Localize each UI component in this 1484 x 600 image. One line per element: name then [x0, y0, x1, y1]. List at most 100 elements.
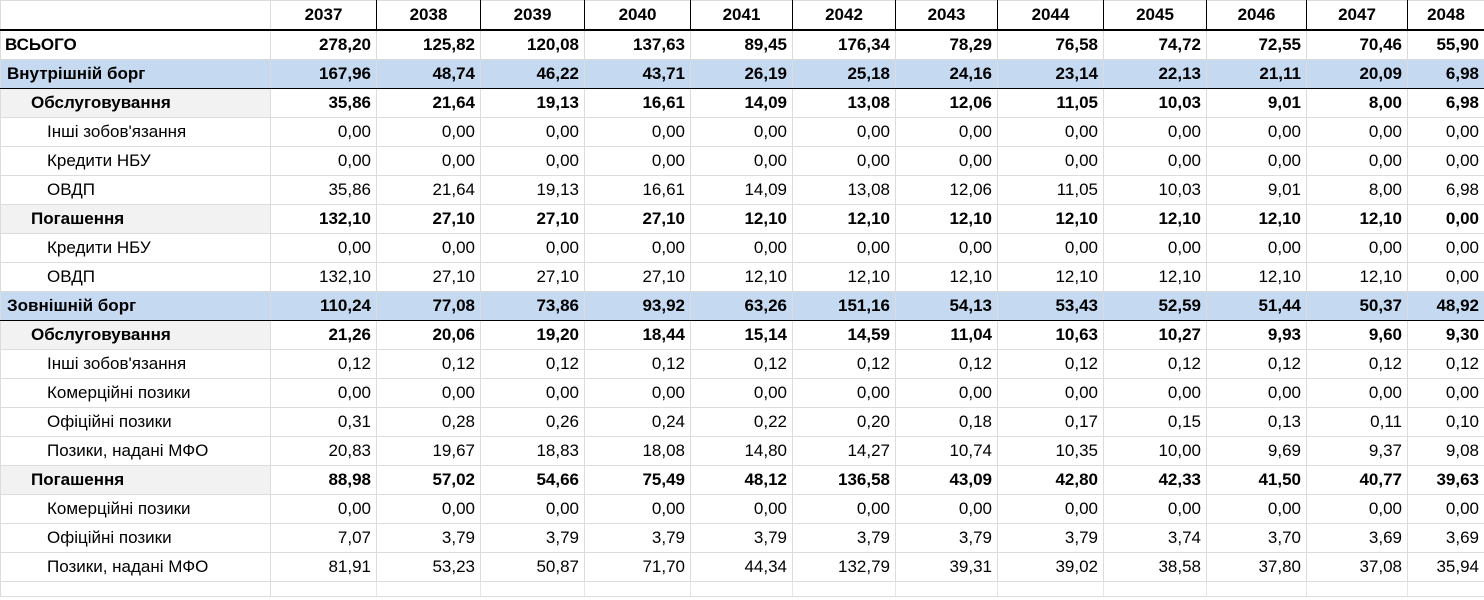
value-cell[interactable]: 278,20 [270, 29, 377, 60]
value-cell[interactable]: 6,98 [1407, 175, 1484, 205]
value-cell[interactable]: 19,67 [376, 436, 481, 466]
value-cell[interactable]: 0,00 [270, 494, 377, 524]
value-cell[interactable]: 12,10 [690, 204, 793, 234]
value-cell[interactable]: 0,22 [690, 407, 793, 437]
value-cell[interactable]: 48,12 [690, 465, 793, 495]
value-cell[interactable]: 0,00 [1103, 494, 1207, 524]
value-cell[interactable]: 0,17 [997, 407, 1104, 437]
row-label-cell[interactable]: ОВДП [0, 262, 271, 292]
value-cell[interactable]: 12,06 [895, 88, 998, 118]
value-cell[interactable]: 3,79 [997, 523, 1104, 553]
value-cell[interactable]: 39,02 [997, 552, 1104, 582]
value-cell[interactable]: 9,01 [1206, 175, 1307, 205]
row-label-cell[interactable]: Внутрішній борг [0, 59, 271, 89]
empty-cell[interactable] [1407, 581, 1484, 597]
value-cell[interactable]: 0,00 [895, 494, 998, 524]
value-cell[interactable]: 0,31 [270, 407, 377, 437]
value-cell[interactable]: 76,58 [997, 29, 1104, 60]
value-cell[interactable]: 12,10 [895, 204, 998, 234]
year-header-cell[interactable]: 2041 [690, 0, 793, 31]
value-cell[interactable]: 0,00 [690, 378, 793, 408]
value-cell[interactable]: 12,10 [1103, 204, 1207, 234]
year-header-cell[interactable]: 2042 [792, 0, 896, 31]
value-cell[interactable]: 0,00 [997, 146, 1104, 176]
value-cell[interactable]: 55,90 [1407, 29, 1484, 60]
value-cell[interactable]: 9,30 [1407, 320, 1484, 350]
value-cell[interactable]: 0,11 [1306, 407, 1408, 437]
value-cell[interactable]: 0,00 [1306, 233, 1408, 263]
value-cell[interactable]: 39,31 [895, 552, 998, 582]
value-cell[interactable]: 20,06 [376, 320, 481, 350]
value-cell[interactable]: 27,10 [584, 204, 691, 234]
value-cell[interactable]: 42,80 [997, 465, 1104, 495]
value-cell[interactable]: 3,69 [1407, 523, 1484, 553]
value-cell[interactable]: 0,00 [1103, 117, 1207, 147]
value-cell[interactable]: 0,00 [1407, 146, 1484, 176]
value-cell[interactable]: 75,49 [584, 465, 691, 495]
value-cell[interactable]: 0,00 [1206, 233, 1307, 263]
value-cell[interactable]: 19,20 [480, 320, 585, 350]
value-cell[interactable]: 0,00 [792, 494, 896, 524]
value-cell[interactable]: 20,83 [270, 436, 377, 466]
value-cell[interactable]: 22,13 [1103, 59, 1207, 89]
value-cell[interactable]: 27,10 [480, 262, 585, 292]
value-cell[interactable]: 125,82 [376, 29, 481, 60]
value-cell[interactable]: 41,50 [1206, 465, 1307, 495]
value-cell[interactable]: 0,00 [480, 146, 585, 176]
value-cell[interactable]: 132,10 [270, 204, 377, 234]
value-cell[interactable]: 0,00 [895, 146, 998, 176]
value-cell[interactable]: 9,93 [1206, 320, 1307, 350]
value-cell[interactable]: 0,00 [1407, 117, 1484, 147]
year-header-cell[interactable]: 2047 [1306, 0, 1408, 31]
value-cell[interactable]: 21,64 [376, 175, 481, 205]
value-cell[interactable]: 8,00 [1306, 175, 1408, 205]
value-cell[interactable]: 53,23 [376, 552, 481, 582]
value-cell[interactable]: 63,26 [690, 291, 793, 321]
value-cell[interactable]: 0,00 [584, 146, 691, 176]
value-cell[interactable]: 0,00 [792, 233, 896, 263]
value-cell[interactable]: 0,26 [480, 407, 585, 437]
value-cell[interactable]: 54,13 [895, 291, 998, 321]
value-cell[interactable]: 120,08 [480, 29, 585, 60]
value-cell[interactable]: 78,29 [895, 29, 998, 60]
empty-cell[interactable] [1206, 581, 1307, 597]
value-cell[interactable]: 0,00 [1407, 204, 1484, 234]
value-cell[interactable]: 35,94 [1407, 552, 1484, 582]
value-cell[interactable]: 0,20 [792, 407, 896, 437]
value-cell[interactable]: 7,07 [270, 523, 377, 553]
value-cell[interactable]: 0,00 [376, 117, 481, 147]
row-label-cell[interactable]: Кредити НБУ [0, 233, 271, 263]
value-cell[interactable]: 19,13 [480, 88, 585, 118]
value-cell[interactable]: 15,14 [690, 320, 793, 350]
value-cell[interactable]: 72,55 [1206, 29, 1307, 60]
value-cell[interactable]: 12,10 [792, 204, 896, 234]
value-cell[interactable]: 14,27 [792, 436, 896, 466]
value-cell[interactable]: 39,63 [1407, 465, 1484, 495]
value-cell[interactable]: 3,79 [690, 523, 793, 553]
empty-cell[interactable] [270, 581, 377, 597]
value-cell[interactable]: 9,60 [1306, 320, 1408, 350]
value-cell[interactable]: 74,72 [1103, 29, 1207, 60]
value-cell[interactable]: 0,00 [690, 494, 793, 524]
value-cell[interactable]: 50,87 [480, 552, 585, 582]
year-header-cell[interactable]: 2045 [1103, 0, 1207, 31]
value-cell[interactable]: 11,05 [997, 88, 1104, 118]
value-cell[interactable]: 18,08 [584, 436, 691, 466]
value-cell[interactable]: 0,00 [270, 146, 377, 176]
value-cell[interactable]: 10,35 [997, 436, 1104, 466]
value-cell[interactable]: 12,10 [1206, 262, 1307, 292]
value-cell[interactable]: 3,79 [584, 523, 691, 553]
value-cell[interactable]: 0,00 [1103, 233, 1207, 263]
value-cell[interactable]: 8,00 [1306, 88, 1408, 118]
value-cell[interactable]: 37,80 [1206, 552, 1307, 582]
value-cell[interactable]: 0,00 [480, 378, 585, 408]
value-cell[interactable]: 18,44 [584, 320, 691, 350]
value-cell[interactable]: 137,63 [584, 29, 691, 60]
value-cell[interactable]: 48,74 [376, 59, 481, 89]
value-cell[interactable]: 3,79 [376, 523, 481, 553]
value-cell[interactable]: 0,00 [376, 494, 481, 524]
value-cell[interactable]: 0,12 [1206, 349, 1307, 379]
value-cell[interactable]: 50,37 [1306, 291, 1408, 321]
empty-cell[interactable] [0, 581, 271, 597]
row-label-cell[interactable]: ВСЬОГО [0, 29, 271, 60]
